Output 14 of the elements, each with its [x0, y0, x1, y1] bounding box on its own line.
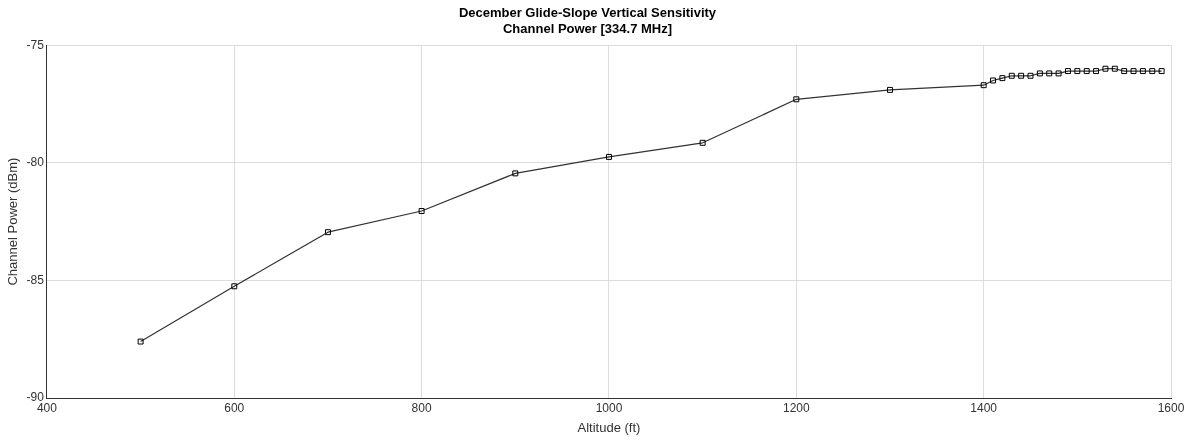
- y-tick-label: -75: [26, 37, 45, 52]
- y-tick-label: -85: [26, 272, 45, 287]
- x-tick-label: 400: [36, 400, 58, 415]
- x-tick-label: 600: [224, 400, 245, 415]
- x-tick-label: 800: [411, 400, 432, 415]
- text: Channel Power [334.7 MHz]: [502, 20, 673, 36]
- y-axis-title: Channel Power (dBm): [5, 157, 21, 286]
- x-tick-label: 1200: [782, 400, 810, 415]
- x-axis-title: Altitude (ft): [577, 419, 641, 435]
- text: December Glide-Slope Vertical Sensitivity: [458, 5, 717, 21]
- x-tick-label: 1400: [970, 400, 998, 415]
- x-tick-label: 1600: [1157, 400, 1185, 415]
- y-tick-label: -80: [26, 155, 45, 170]
- x-tick-label: 1000: [595, 400, 623, 415]
